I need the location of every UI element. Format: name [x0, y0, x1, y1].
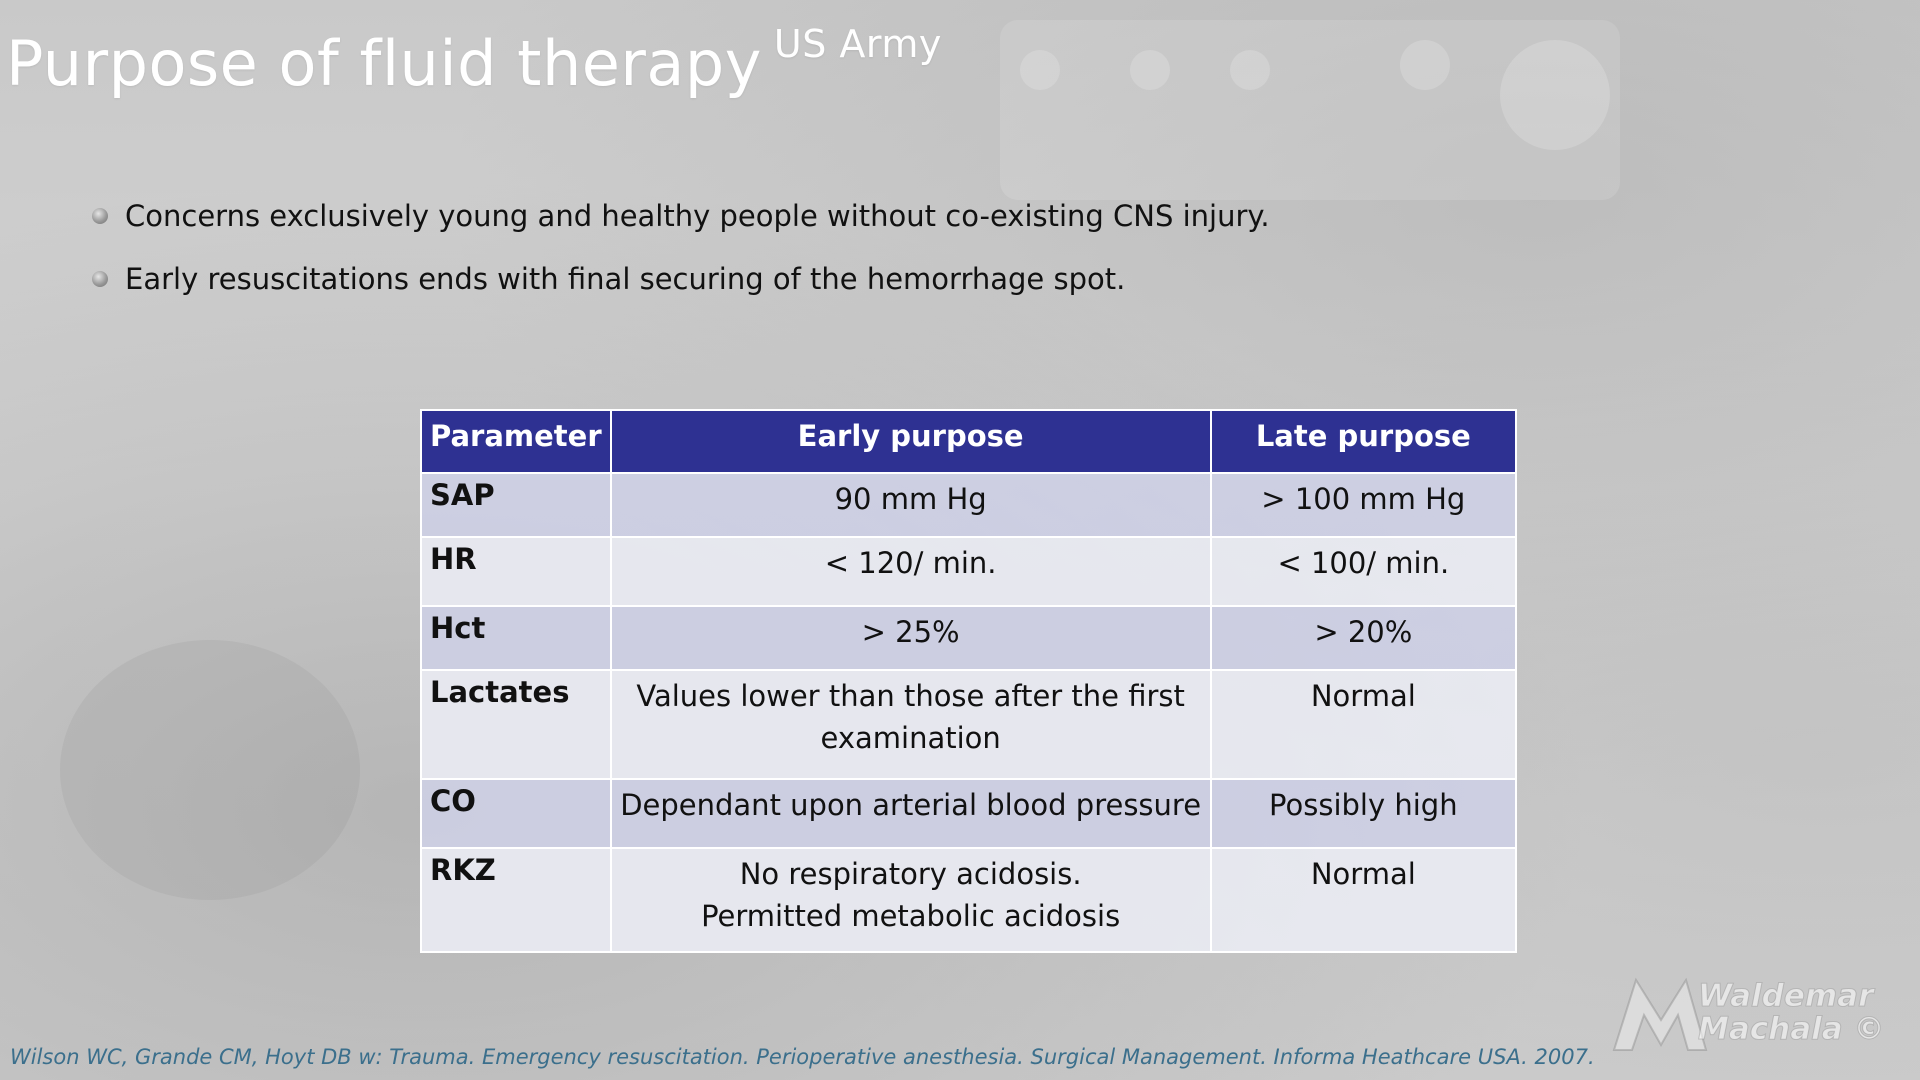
title-superscript: US Army [773, 22, 942, 66]
cell-early-line: Permitted metabolic acidosis [701, 899, 1121, 933]
author-watermark: Waldemar Machala © [1606, 970, 1906, 1060]
table-row: CO Dependant upon arterial blood pressur… [420, 778, 1518, 849]
slide-title: Purpose of fluid therapy US Army [6, 22, 942, 100]
background-equipment-panel [1000, 20, 1620, 200]
bullet-item: Concerns exclusively young and healthy p… [92, 196, 1270, 236]
cell-parameter: RKZ [420, 847, 612, 953]
watermark-line1: Waldemar [1697, 978, 1874, 1014]
table-row: Lactates Values lower than those after t… [420, 669, 1518, 780]
bullet-item: Early resuscitations ends with final sec… [92, 259, 1270, 299]
fluid-therapy-table: Parameter Early purpose Late purpose SAP… [420, 409, 1518, 953]
cell-parameter: Hct [420, 605, 612, 671]
cell-early: Dependant upon arterial blood pressure [609, 778, 1212, 849]
bullet-text: Early resuscitations ends with final sec… [125, 262, 1126, 296]
bullet-text: Concerns exclusively young and healthy p… [125, 199, 1270, 233]
table-row: RKZ No respiratory acidosis. Permitted m… [420, 847, 1518, 953]
watermark-text: Waldemar Machala © [1697, 978, 1885, 1047]
background-knob [1020, 50, 1060, 90]
background-dial [1500, 40, 1610, 150]
cell-early: 90 mm Hg [609, 472, 1212, 538]
background-blur [60, 640, 360, 900]
bullet-list: Concerns exclusively young and healthy p… [92, 196, 1270, 322]
bullet-icon [92, 271, 108, 287]
background-knob [1130, 50, 1170, 90]
title-text: Purpose of fluid therapy [6, 27, 762, 100]
cell-late: Normal [1209, 847, 1518, 953]
table-row: Hct > 25% > 20% [420, 605, 1518, 671]
cell-early: > 25% [609, 605, 1212, 671]
watermark-line2: Machala © [1697, 1011, 1885, 1047]
background-knob [1230, 50, 1270, 90]
cell-parameter: Lactates [420, 669, 612, 780]
cell-late: > 20% [1209, 605, 1518, 671]
cell-late: > 100 mm Hg [1209, 472, 1518, 538]
watermark-logo-icon [1612, 977, 1708, 1051]
cell-early: < 120/ min. [609, 536, 1212, 607]
cell-parameter: HR [420, 536, 612, 607]
cell-late: < 100/ min. [1209, 536, 1518, 607]
header-parameter: Parameter [420, 409, 612, 474]
background-knob [1400, 40, 1450, 90]
cell-late: Normal [1209, 669, 1518, 780]
cell-late: Possibly high [1209, 778, 1518, 849]
citation-text: Wilson WC, Grande CM, Hoyt DB w: Trauma.… [10, 1045, 1595, 1069]
cell-early: Values lower than those after the first … [609, 669, 1212, 780]
header-early-purpose: Early purpose [609, 409, 1212, 474]
table-header-row: Parameter Early purpose Late purpose [420, 409, 1518, 474]
bullet-icon [92, 208, 108, 224]
cell-early-line: No respiratory acidosis. [739, 857, 1082, 891]
table-row: SAP 90 mm Hg > 100 mm Hg [420, 472, 1518, 538]
header-late-purpose: Late purpose [1209, 409, 1518, 474]
cell-parameter: CO [420, 778, 612, 849]
cell-parameter: SAP [420, 472, 612, 538]
table-row: HR < 120/ min. < 100/ min. [420, 536, 1518, 607]
cell-early: No respiratory acidosis. Permitted metab… [609, 847, 1212, 953]
